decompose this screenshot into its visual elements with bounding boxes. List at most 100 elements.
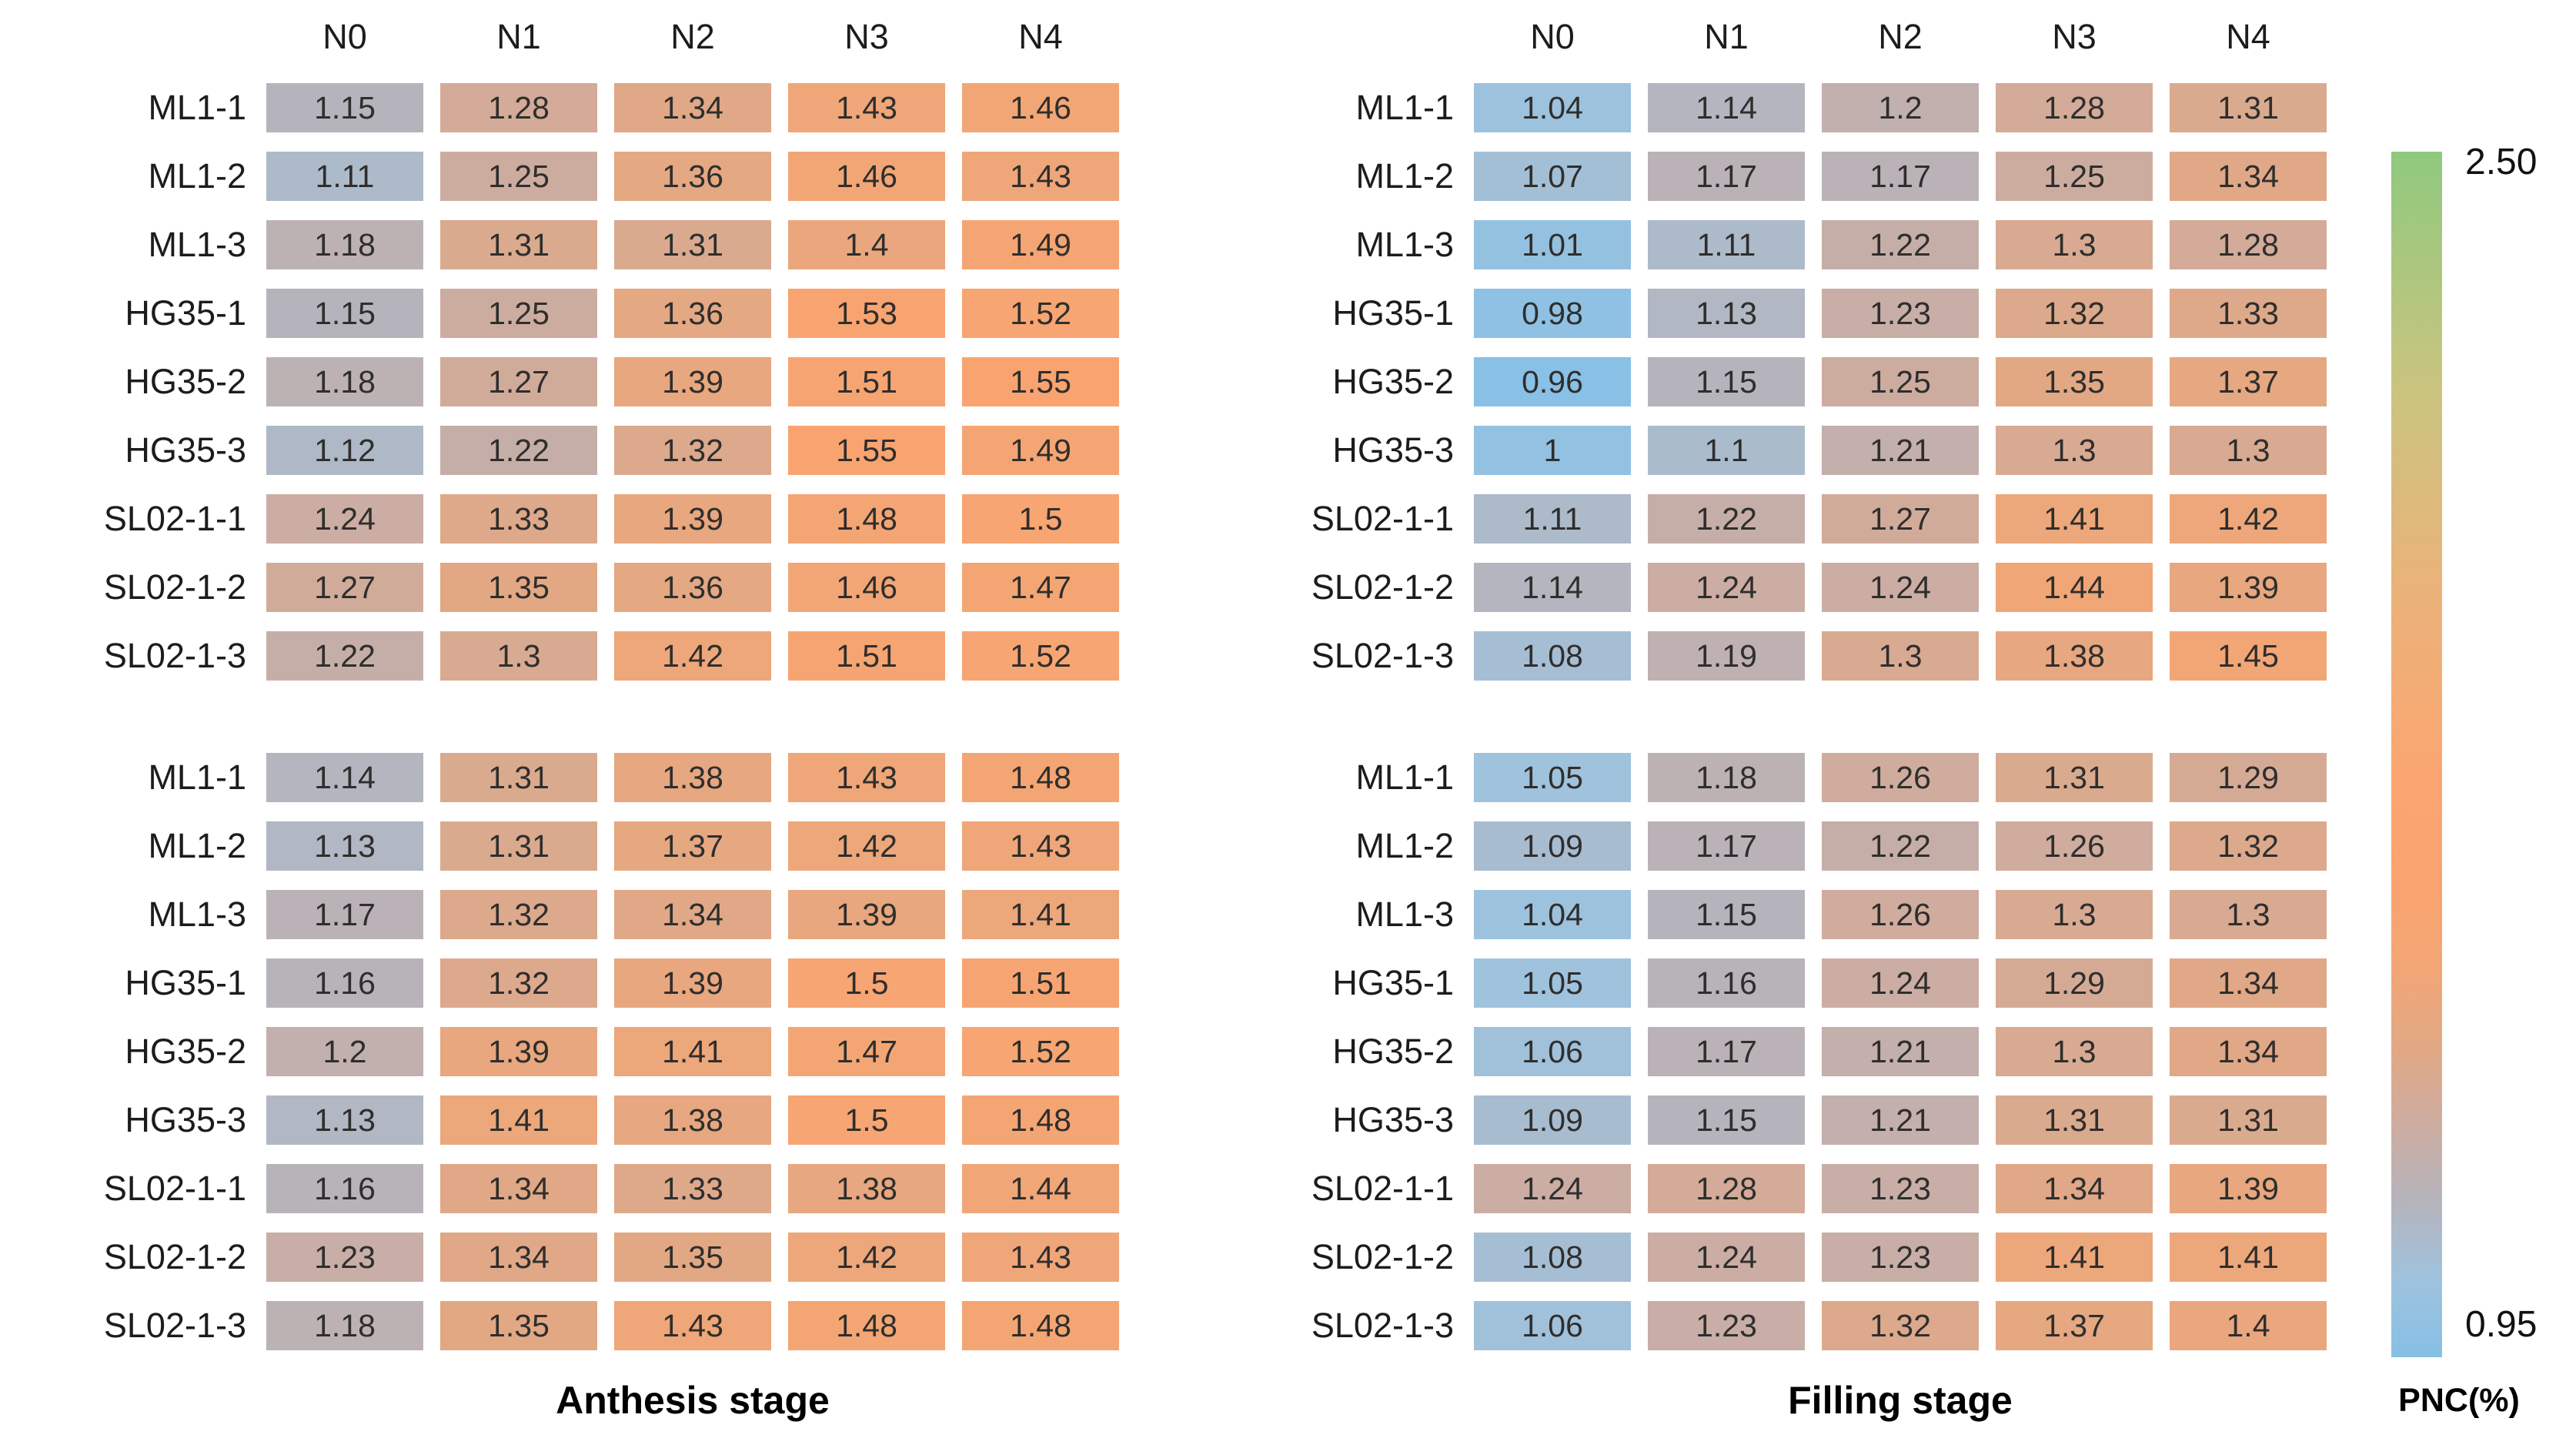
heatmap-row: SL02-1-2 1.23 1.34 1.35 1.42 1.43 — [23, 1233, 1136, 1282]
heatmap-cell: 1.15 — [1648, 890, 1805, 939]
heatmap-cell: 1.22 — [266, 631, 423, 681]
row-label: ML1-3 — [1355, 225, 1454, 264]
panel-filling: N0 N1 N2 N3 N4 ML1-1 1.04 1.14 1.2 1.28 1.31 ML1-2… — [1231, 12, 2344, 1423]
heatmap-cell: 1.24 — [1822, 563, 1979, 612]
heatmap-row: ML1-3 1.17 1.32 1.34 1.39 1.41 — [23, 890, 1136, 939]
heatmap-cell: 1.48 — [788, 1301, 945, 1350]
heatmap-cell: 1.28 — [1996, 83, 2153, 132]
heatmap-cell: 1.34 — [2170, 958, 2327, 1008]
heatmap-cell: 1.4 — [788, 220, 945, 269]
heatmap-cell: 1.06 — [1474, 1027, 1631, 1076]
heatmap-cell: 1.39 — [614, 958, 771, 1008]
heatmap-cell: 1.13 — [266, 821, 423, 871]
heatmap-cell: 1.34 — [614, 890, 771, 939]
row-label: SL02-1-1 — [1311, 1169, 1454, 1208]
row-label: SL02-1-2 — [103, 1237, 246, 1276]
heatmap-cell: 1.28 — [1648, 1164, 1805, 1213]
heatmap-cell: 1.17 — [1648, 152, 1805, 201]
column-header: N2 — [670, 17, 715, 56]
heatmap-cell: 1.31 — [2170, 83, 2327, 132]
heatmap-cell: 1.25 — [440, 152, 597, 201]
row-label: ML1-1 — [1355, 758, 1454, 797]
heatmap-cell: 1.23 — [1648, 1301, 1805, 1350]
heatmap-cell: 1.51 — [788, 357, 945, 406]
heatmap-row: ML1-2 1.07 1.17 1.17 1.25 1.34 — [1231, 152, 2344, 201]
heatmap-cell: 1.22 — [1822, 821, 1979, 871]
heatmap-cell: 1.17 — [1648, 1027, 1805, 1076]
heatmap-cell: 1.46 — [962, 83, 1119, 132]
heatmap-cell: 1.34 — [1996, 1164, 2153, 1213]
row-label: ML1-3 — [1355, 895, 1454, 934]
heatmap-cell: 1.24 — [1474, 1164, 1631, 1213]
heatmap-cell: 1.3 — [1996, 426, 2153, 475]
heatmap-cell: 1.21 — [1822, 426, 1979, 475]
heatmap-cell: 1.53 — [788, 289, 945, 338]
heatmap-table-filling-top: ML1-1 1.04 1.14 1.2 1.28 1.31 ML1-2 1.07 1.17 1.1… — [1231, 83, 2344, 681]
heatmap-cell: 1.18 — [266, 357, 423, 406]
heatmap-cell: 1.42 — [614, 631, 771, 681]
heatmap-cell: 1.35 — [440, 563, 597, 612]
heatmap-cell: 1.14 — [1474, 563, 1631, 612]
column-headers: N0 N1 N2 N3 N4 — [1231, 12, 2344, 62]
heatmap-cell: 1.14 — [1648, 83, 1805, 132]
heatmap-cell: 1.27 — [1822, 494, 1979, 544]
heatmap-cell: 1.24 — [1648, 563, 1805, 612]
heatmap-cell: 1.46 — [788, 152, 945, 201]
heatmap-cell: 1.41 — [440, 1095, 597, 1145]
row-label: ML1-1 — [148, 758, 246, 797]
heatmap-cell: 1.2 — [266, 1027, 423, 1076]
heatmap-cell: 1.32 — [1822, 1301, 1979, 1350]
heatmap-cell: 1.08 — [1474, 1233, 1631, 1282]
heatmap-cell: 1.5 — [962, 494, 1119, 544]
heatmap-cell: 1.43 — [962, 1233, 1119, 1282]
heatmap-cell: 1.26 — [1822, 890, 1979, 939]
heatmap-cell: 1.39 — [614, 494, 771, 544]
heatmap-cell: 1.43 — [788, 753, 945, 802]
heatmap-row: HG35-2 0.96 1.15 1.25 1.35 1.37 — [1231, 357, 2344, 406]
heatmap-cell: 1.31 — [1996, 753, 2153, 802]
row-label: HG35-3 — [1332, 430, 1454, 470]
heatmap-cell: 1.48 — [788, 494, 945, 544]
heatmap-row: ML1-3 1.04 1.15 1.26 1.3 1.3 — [1231, 890, 2344, 939]
heatmap-row: SL02-1-2 1.27 1.35 1.36 1.46 1.47 — [23, 563, 1136, 612]
heatmap-cell: 1.15 — [266, 289, 423, 338]
row-label: ML1-2 — [1355, 156, 1454, 196]
heatmap-cell: 1.34 — [440, 1164, 597, 1213]
heatmap-cell: 1.31 — [2170, 1095, 2327, 1145]
heatmap-cell: 1.46 — [788, 563, 945, 612]
heatmap-cell: 1.2 — [1822, 83, 1979, 132]
heatmap-cell: 1.23 — [1822, 1164, 1979, 1213]
heatmap-cell: 1.45 — [2170, 631, 2327, 681]
heatmap-cell: 1.23 — [266, 1233, 423, 1282]
row-label: HG35-2 — [1332, 1032, 1454, 1071]
heatmap-cell: 1.26 — [1996, 821, 2153, 871]
heatmap-cell: 1.25 — [1996, 152, 2153, 201]
heatmap-cell: 1.34 — [614, 83, 771, 132]
heatmap-cell: 1.31 — [440, 220, 597, 269]
heatmap-cell: 1.38 — [614, 1095, 771, 1145]
heatmap-cell: 1.17 — [266, 890, 423, 939]
heatmap-cell: 1.21 — [1822, 1027, 1979, 1076]
heatmap-cell: 1.43 — [614, 1301, 771, 1350]
heatmap-cell: 1.51 — [788, 631, 945, 681]
heatmap-row: SL02-1-2 1.14 1.24 1.24 1.44 1.39 — [1231, 563, 2344, 612]
heatmap-cell: 1.34 — [440, 1233, 597, 1282]
heatmap-cell: 1.15 — [1648, 357, 1805, 406]
heatmap-row: ML1-1 1.14 1.31 1.38 1.43 1.48 — [23, 753, 1136, 802]
panel-caption-anthesis: Anthesis stage — [556, 1379, 830, 1422]
row-label: HG35-2 — [125, 362, 246, 401]
heatmap-cell: 1.19 — [1648, 631, 1805, 681]
heatmap-cell: 1.05 — [1474, 958, 1631, 1008]
heatmap-cell: 1.48 — [962, 1095, 1119, 1145]
heatmap-cell: 1.14 — [266, 753, 423, 802]
row-label: ML1-2 — [148, 156, 246, 196]
heatmap-cell: 1.52 — [962, 631, 1119, 681]
heatmap-cell: 1.11 — [266, 152, 423, 201]
heatmap-cell: 1.55 — [962, 357, 1119, 406]
heatmap-row: HG35-3 1.13 1.41 1.38 1.5 1.48 — [23, 1095, 1136, 1145]
heatmap-cell: 1.49 — [962, 220, 1119, 269]
row-label: ML1-2 — [148, 826, 246, 865]
heatmap-cell: 1.23 — [1822, 1233, 1979, 1282]
heatmap-cell: 1.35 — [1996, 357, 2153, 406]
